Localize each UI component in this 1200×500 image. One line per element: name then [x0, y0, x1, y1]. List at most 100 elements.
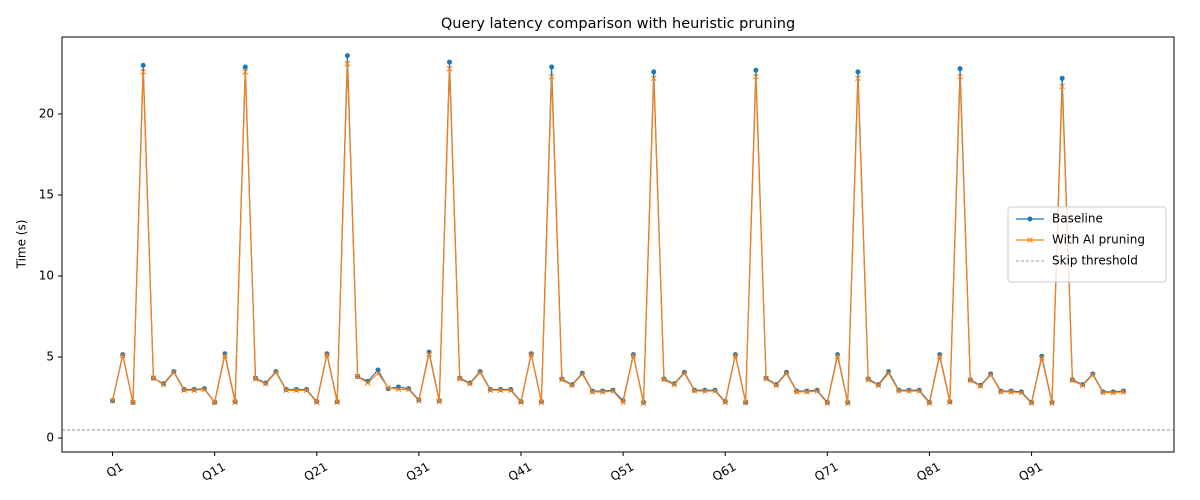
- series-line: [111, 55, 1124, 404]
- point-marker: [742, 399, 749, 406]
- point-marker: [558, 376, 565, 383]
- x-tick-label: Q61: [710, 460, 738, 484]
- point-marker: [906, 387, 912, 393]
- point-marker: [518, 399, 524, 406]
- point-marker: [936, 353, 943, 360]
- point-marker: [651, 69, 657, 75]
- point-marker: [242, 68, 249, 75]
- point-marker: [140, 68, 147, 75]
- point-marker: [181, 387, 187, 394]
- point-marker: [119, 352, 126, 359]
- point-marker: [661, 376, 667, 383]
- point-marker: [191, 386, 197, 392]
- point-marker: [1038, 354, 1045, 361]
- point-marker: [1120, 389, 1127, 395]
- x-tick-label: Q31: [404, 460, 432, 484]
- point-marker: [324, 351, 330, 357]
- point-marker: [467, 380, 473, 387]
- legend-label: Skip threshold: [1052, 254, 1138, 268]
- point-marker: [293, 387, 300, 394]
- legend: Baseline With AI pruning Skip threshold: [1007, 206, 1167, 283]
- x-tick-label: Q91: [1016, 460, 1044, 484]
- point-marker: [1089, 372, 1096, 378]
- point-marker: [375, 370, 381, 377]
- point-marker: [610, 388, 616, 394]
- point-marker: [957, 66, 963, 72]
- point-marker: [262, 380, 269, 387]
- point-marker: [987, 372, 994, 378]
- point-marker: [630, 352, 637, 359]
- point-marker: [579, 371, 586, 377]
- point-marker: [436, 398, 443, 405]
- point-marker: [1018, 389, 1025, 396]
- x-tick-label: Q11: [200, 460, 228, 484]
- point-marker: [804, 389, 810, 395]
- point-marker: [385, 386, 391, 392]
- point-marker: [416, 397, 422, 404]
- point-marker: [753, 67, 759, 73]
- point-marker: [344, 53, 350, 59]
- point-marker: [773, 382, 780, 389]
- point-marker: [120, 352, 126, 358]
- point-marker: [763, 376, 769, 382]
- point-marker: [916, 387, 922, 393]
- point-marker: [804, 388, 810, 394]
- point-marker: [844, 400, 851, 407]
- legend-label: With AI pruning: [1052, 233, 1145, 247]
- chart-title: Query latency comparison with heuristic …: [441, 16, 795, 32]
- point-marker: [548, 73, 555, 80]
- point-marker: [875, 382, 882, 389]
- point-marker: [304, 386, 310, 392]
- point-marker: [1008, 389, 1014, 395]
- point-marker: [150, 375, 157, 381]
- point-marker: [620, 399, 626, 406]
- point-marker: [313, 399, 320, 406]
- point-marker: [222, 351, 228, 357]
- x-tick-label: Q81: [914, 460, 942, 484]
- point-marker: [170, 369, 177, 376]
- point-marker: [906, 388, 912, 394]
- point-marker: [456, 376, 463, 382]
- point-marker: [375, 367, 381, 373]
- point-marker: [967, 377, 974, 384]
- point-marker: [1039, 353, 1045, 359]
- x-tick-label: Q41: [506, 460, 534, 484]
- point-marker: [712, 387, 718, 393]
- point-marker: [283, 387, 289, 394]
- legend-label: Baseline: [1052, 212, 1103, 226]
- x-tick-label: Q51: [608, 460, 636, 484]
- point-marker: [354, 373, 361, 380]
- point-marker: [835, 352, 841, 358]
- point-marker: [447, 59, 453, 65]
- point-marker: [222, 352, 228, 359]
- point-marker: [1100, 389, 1106, 396]
- point-marker: [497, 387, 504, 394]
- point-marker: [508, 386, 514, 392]
- point-marker: [549, 64, 555, 70]
- legend-marker: [1027, 216, 1033, 222]
- point-marker: [722, 399, 729, 406]
- point-marker: [569, 382, 575, 389]
- y-tick-label: 0: [46, 431, 54, 445]
- x-tick-label: Q71: [812, 460, 840, 484]
- point-marker: [1018, 389, 1024, 395]
- y-tick-label: 15: [39, 187, 54, 201]
- point-marker: [855, 75, 861, 82]
- point-marker: [385, 384, 392, 391]
- point-marker: [1059, 75, 1065, 81]
- point-marker: [681, 370, 688, 377]
- point-marker: [650, 75, 657, 82]
- point-marker: [426, 350, 432, 357]
- point-marker: [109, 397, 116, 404]
- point-marker: [732, 352, 739, 359]
- point-marker: [937, 352, 943, 358]
- point-marker: [344, 60, 351, 67]
- point-marker: [538, 399, 545, 406]
- y-tick-label: 20: [39, 106, 54, 120]
- point-marker: [589, 389, 596, 395]
- y-axis-label: Time (s): [15, 220, 29, 270]
- point-marker: [1049, 400, 1055, 407]
- point-marker: [160, 381, 167, 388]
- point-marker: [793, 389, 800, 395]
- point-marker: [211, 399, 218, 406]
